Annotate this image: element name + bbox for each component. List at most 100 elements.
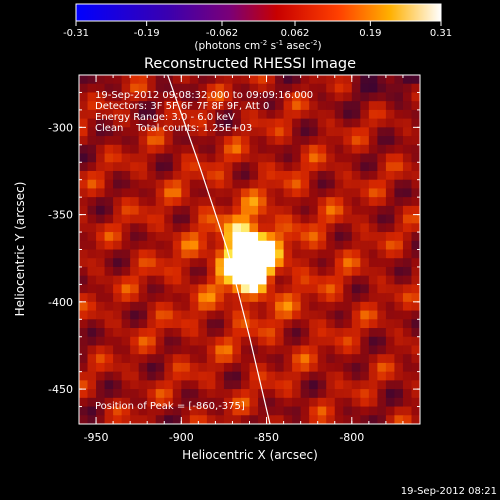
heatmap-cell [411, 153, 420, 163]
heatmap-cell [104, 205, 114, 216]
heatmap-cell [258, 197, 268, 207]
heatmap-cell [130, 301, 140, 312]
heatmap-cell [164, 118, 174, 128]
heatmap-cell [317, 240, 327, 251]
heatmap-cell [402, 223, 413, 233]
heatmap-cell [240, 240, 251, 251]
heatmap-cell [130, 336, 140, 347]
heatmap-cell [223, 232, 234, 242]
heatmap-cell [300, 170, 310, 181]
heatmap-cell [147, 118, 157, 128]
heatmap-cell [360, 118, 370, 128]
heatmap-cell [275, 362, 285, 373]
heatmap-cell [411, 83, 420, 94]
heatmap-cell [351, 319, 361, 329]
heatmap-cell [258, 188, 268, 198]
heatmap-cell [87, 205, 97, 216]
heatmap-cell [96, 258, 106, 268]
heatmap-cell [368, 144, 378, 155]
colorbar-tick-label: -0.062 [206, 28, 238, 39]
heatmap-cell [87, 170, 97, 181]
heatmap-cell [334, 170, 344, 181]
heatmap-cell [266, 284, 276, 294]
heatmap-cell [360, 301, 370, 312]
heatmap-cell [411, 380, 420, 390]
heatmap-cell [343, 205, 353, 216]
heatmap-cell [223, 415, 234, 424]
heatmap-cell [249, 75, 259, 85]
heatmap-cell [189, 389, 199, 399]
heatmap-cell [181, 197, 191, 207]
heatmap-cell [96, 205, 106, 216]
heatmap-cell [411, 214, 420, 224]
heatmap-cell [121, 83, 131, 94]
heatmap-cell [130, 380, 140, 390]
heatmap-cell [113, 83, 123, 94]
heatmap-cell [377, 397, 387, 408]
heatmap-cell [249, 380, 259, 390]
heatmap-cell [198, 144, 208, 155]
heatmap-cell [343, 162, 353, 172]
heatmap-cell [223, 205, 234, 216]
heatmap-cell [172, 345, 182, 355]
heatmap-cell [155, 397, 165, 408]
heatmap-cell [172, 240, 182, 251]
heatmap-cell [360, 188, 370, 198]
heatmap-cell [104, 136, 114, 146]
heatmap-cell [385, 380, 396, 390]
heatmap-cell [292, 223, 302, 233]
heatmap-cell [377, 179, 387, 190]
heatmap-cell [155, 301, 165, 312]
heatmap-cell [164, 354, 174, 364]
heatmap-cell [198, 188, 208, 198]
heatmap-cell [215, 293, 225, 303]
heatmap-cell [292, 127, 302, 137]
heatmap-cell [351, 118, 361, 128]
heatmap-cell [96, 328, 106, 338]
colorbar-tick-label: 0.062 [281, 28, 310, 39]
heatmap-cell [360, 354, 370, 364]
heatmap-cell [87, 153, 97, 163]
heatmap-cell [121, 136, 131, 146]
heatmap-cell [79, 336, 89, 347]
heatmap-cell [104, 389, 114, 399]
heatmap-cell [87, 223, 97, 233]
heatmap-cell [283, 214, 293, 224]
heatmap-cell [164, 232, 174, 242]
heatmap-cell [147, 75, 157, 85]
heatmap-cell [275, 136, 285, 146]
heatmap-cell [155, 197, 165, 207]
heatmap-cell [326, 240, 336, 251]
heatmap-cell [249, 415, 259, 424]
heatmap-cell [232, 301, 242, 312]
heatmap-cell [198, 380, 208, 390]
heatmap-cell [79, 214, 89, 224]
x-tick-label: -800 [339, 431, 364, 444]
heatmap-cell [240, 136, 251, 146]
heatmap-cell [283, 328, 293, 338]
heatmap-cell [181, 371, 191, 381]
heatmap-cell [368, 397, 378, 408]
heatmap-cell [258, 310, 268, 320]
heatmap-cell [385, 284, 396, 294]
heatmap-cell [258, 284, 268, 294]
heatmap-cell [181, 144, 191, 155]
heatmap-cell [215, 153, 225, 163]
heatmap-cell [121, 92, 131, 102]
heatmap-cell [351, 336, 361, 347]
heatmap-cell [309, 266, 319, 277]
heatmap-cell [206, 389, 216, 399]
heatmap-cell [249, 266, 259, 277]
heatmap-cell [96, 153, 106, 163]
heatmap-cell [164, 258, 174, 268]
heatmap-cell [181, 258, 191, 268]
heatmap-cell [351, 170, 361, 181]
heatmap-cell [377, 406, 387, 416]
heatmap-cell [292, 275, 302, 285]
heatmap-cell [258, 415, 268, 424]
heatmap-cell [113, 249, 123, 259]
heatmap-cell [326, 354, 336, 364]
observation-info: 19-Sep-2012 09:08:32.000 to 09:09:16.000… [95, 90, 313, 134]
heatmap-cell [402, 345, 413, 355]
heatmap-cell [292, 389, 302, 399]
